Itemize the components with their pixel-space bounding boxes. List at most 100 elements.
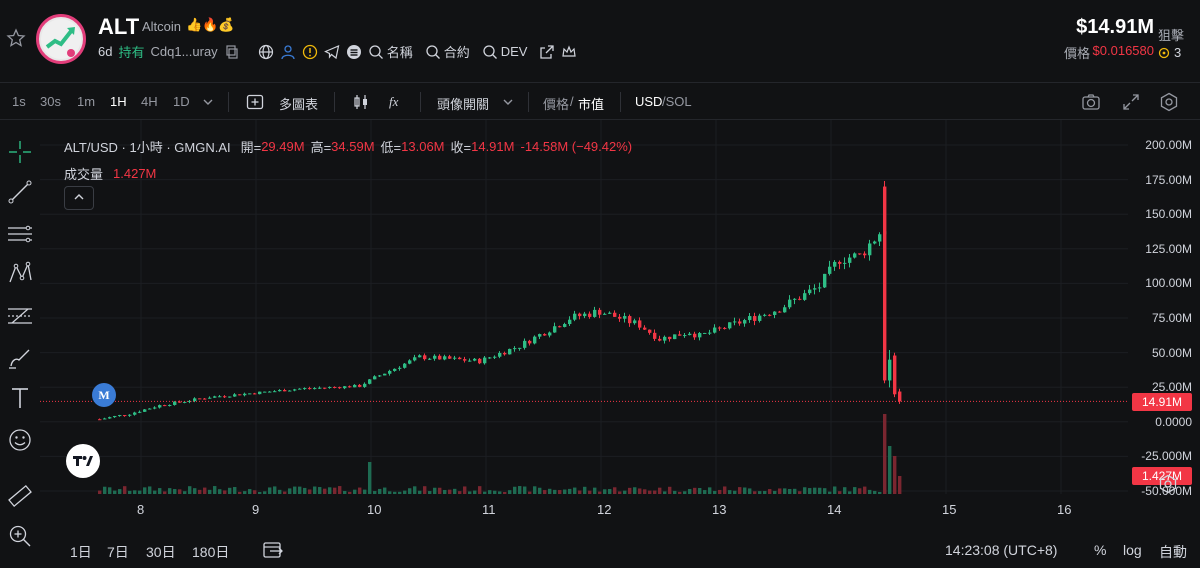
- fib-icon[interactable]: [6, 302, 34, 330]
- search-dev-link[interactable]: DEV: [482, 44, 527, 60]
- camera-icon[interactable]: [1081, 92, 1101, 112]
- timeframe-1h[interactable]: 1H: [110, 94, 127, 109]
- price-toggle[interactable]: 價格: [543, 97, 570, 112]
- range-180d[interactable]: 180日: [192, 544, 230, 560]
- volume-value: 1.427M: [113, 166, 157, 181]
- timeframe-4h[interactable]: 4H: [141, 94, 158, 109]
- sniper-label: 狙擊: [1158, 28, 1185, 43]
- range-30d[interactable]: 30日: [146, 544, 176, 560]
- migration-marker[interactable]: M: [92, 383, 116, 407]
- x-tick-label: 14: [827, 502, 842, 517]
- timeframe-30s[interactable]: 30s: [40, 94, 61, 109]
- log-toggle[interactable]: log: [1123, 542, 1142, 558]
- token-badges: 👍 🔥 💰: [186, 17, 235, 33]
- indicators-button[interactable]: fx: [389, 94, 399, 109]
- close-value: 14.91M: [471, 139, 515, 154]
- timeframe-1d[interactable]: 1D: [173, 94, 190, 109]
- y-tick-label: 200.00M: [1145, 138, 1192, 152]
- high-label: 高=: [310, 140, 332, 155]
- candlestick-chart[interactable]: [40, 120, 1128, 494]
- trend-arrow-icon: [41, 19, 81, 59]
- volume-bars: [98, 414, 902, 494]
- star-icon[interactable]: [6, 28, 26, 48]
- brush-icon[interactable]: [6, 344, 34, 372]
- currency-sol[interactable]: /SOL: [662, 94, 692, 109]
- search-contract-link[interactable]: 合約: [425, 42, 470, 61]
- chevron-down-icon[interactable]: [502, 97, 514, 107]
- clock-timezone[interactable]: 14:23:08 (UTC+8): [945, 542, 1058, 558]
- open-label: 開=: [240, 140, 262, 155]
- horizontal-lines-icon[interactable]: [6, 220, 34, 248]
- collapse-legend-button[interactable]: [64, 186, 94, 210]
- crosshair-icon[interactable]: [6, 138, 34, 166]
- target-icon: [1158, 47, 1170, 58]
- time-axis[interactable]: 8 9 10 11 12 13 14 15 16: [40, 494, 1128, 520]
- settings-icon[interactable]: [1159, 92, 1179, 112]
- range-1d[interactable]: 1日: [70, 544, 92, 560]
- timeframe-1m[interactable]: 1m: [77, 94, 96, 109]
- date-range-icon[interactable]: [262, 540, 284, 560]
- token-price-value: $0.016580: [1092, 43, 1154, 58]
- telegram-icon[interactable]: [323, 44, 340, 60]
- copy-icon[interactable]: [224, 44, 240, 60]
- x-tick-label: 12: [597, 502, 612, 517]
- toggle-separator: /: [570, 94, 574, 109]
- tradingview-logo[interactable]: [66, 444, 100, 478]
- search-name-link[interactable]: 名稱: [368, 42, 413, 61]
- emoji-icon[interactable]: [6, 426, 34, 454]
- trend-line-icon[interactable]: [6, 178, 34, 206]
- token-meta-row: 6d 持有 Cdq1...uray 名稱 合約 DEV: [98, 42, 577, 61]
- chevron-down-icon[interactable]: [202, 97, 214, 107]
- pattern-icon[interactable]: [6, 260, 34, 288]
- volume-legend: 成交量 1.427M: [64, 164, 156, 183]
- y-tick-label: 0.0000: [1155, 414, 1192, 429]
- globe-icon[interactable]: [258, 44, 274, 60]
- multi-chart-button[interactable]: 多圖表: [279, 97, 319, 112]
- zoom-in-icon[interactable]: [6, 522, 34, 550]
- x-tick-label: 15: [942, 502, 957, 517]
- add-chart-icon[interactable]: [246, 93, 264, 111]
- text-icon[interactable]: [6, 384, 34, 412]
- x-tick-label: 11: [482, 502, 496, 517]
- user-icon[interactable]: [280, 44, 296, 60]
- search-icon: [426, 44, 440, 59]
- x-tick-label: 8: [137, 502, 145, 517]
- currency-usd[interactable]: USD: [635, 94, 663, 109]
- token-avatar: [36, 14, 86, 64]
- ruler-icon[interactable]: [6, 482, 34, 510]
- ohlc-legend: ALT/USD · 1小時 · GMGN.AI 開= 29.49M 高= 34.59…: [64, 137, 632, 156]
- contract-address: Cdq1...uray: [150, 44, 218, 59]
- menu-circle-icon[interactable]: [346, 44, 362, 60]
- y-tick-label: 50.00M: [1151, 345, 1192, 360]
- token-age: 6d: [98, 44, 113, 59]
- range-7d[interactable]: 7日: [107, 544, 129, 560]
- token-name: Altcoin: [142, 19, 182, 34]
- chart-toolbar: 1s 30s 1m 1H 4H 1D 多圖表 fx 頭像開關 價格 / 市值 U…: [0, 82, 1200, 120]
- sniper-count-value: 3: [1174, 45, 1182, 60]
- candle-type-icon[interactable]: [352, 93, 370, 111]
- drawing-toolbar: [0, 120, 40, 568]
- price-axis[interactable]: 200.00M 175.00M 150.00M 125.00M 100.00M 75.00…: [1128, 120, 1200, 498]
- crown-icon[interactable]: [561, 44, 577, 60]
- warning-icon[interactable]: [302, 44, 318, 60]
- y-tick-label: 75.00M: [1151, 311, 1192, 325]
- avatar-toggle-button[interactable]: 頭像開關: [437, 97, 490, 112]
- percent-toggle[interactable]: %: [1094, 542, 1107, 558]
- low-value: 13.06M: [401, 139, 445, 154]
- mcap-toggle[interactable]: 市值: [578, 97, 605, 112]
- chevron-up-icon: [74, 194, 84, 200]
- x-tick-label: 10: [367, 502, 382, 517]
- low-label: 低=: [380, 140, 402, 155]
- y-tick-label: 125.00M: [1145, 241, 1192, 256]
- fire-icon: 🔥: [202, 17, 219, 32]
- symbol-label: ALT/USD · 1小時 · GMGN.AI: [64, 140, 231, 155]
- open-value: 29.49M: [261, 139, 305, 154]
- timeframe-1s[interactable]: 1s: [12, 94, 26, 109]
- thumbs-icon: 👍: [186, 17, 203, 32]
- fullscreen-icon[interactable]: [1121, 92, 1141, 112]
- auto-toggle[interactable]: 自動: [1159, 544, 1187, 560]
- settings-icon[interactable]: [1158, 474, 1178, 494]
- x-tick-label: 13: [712, 502, 727, 517]
- close-label: 收=: [450, 140, 472, 155]
- share-icon[interactable]: [539, 44, 555, 60]
